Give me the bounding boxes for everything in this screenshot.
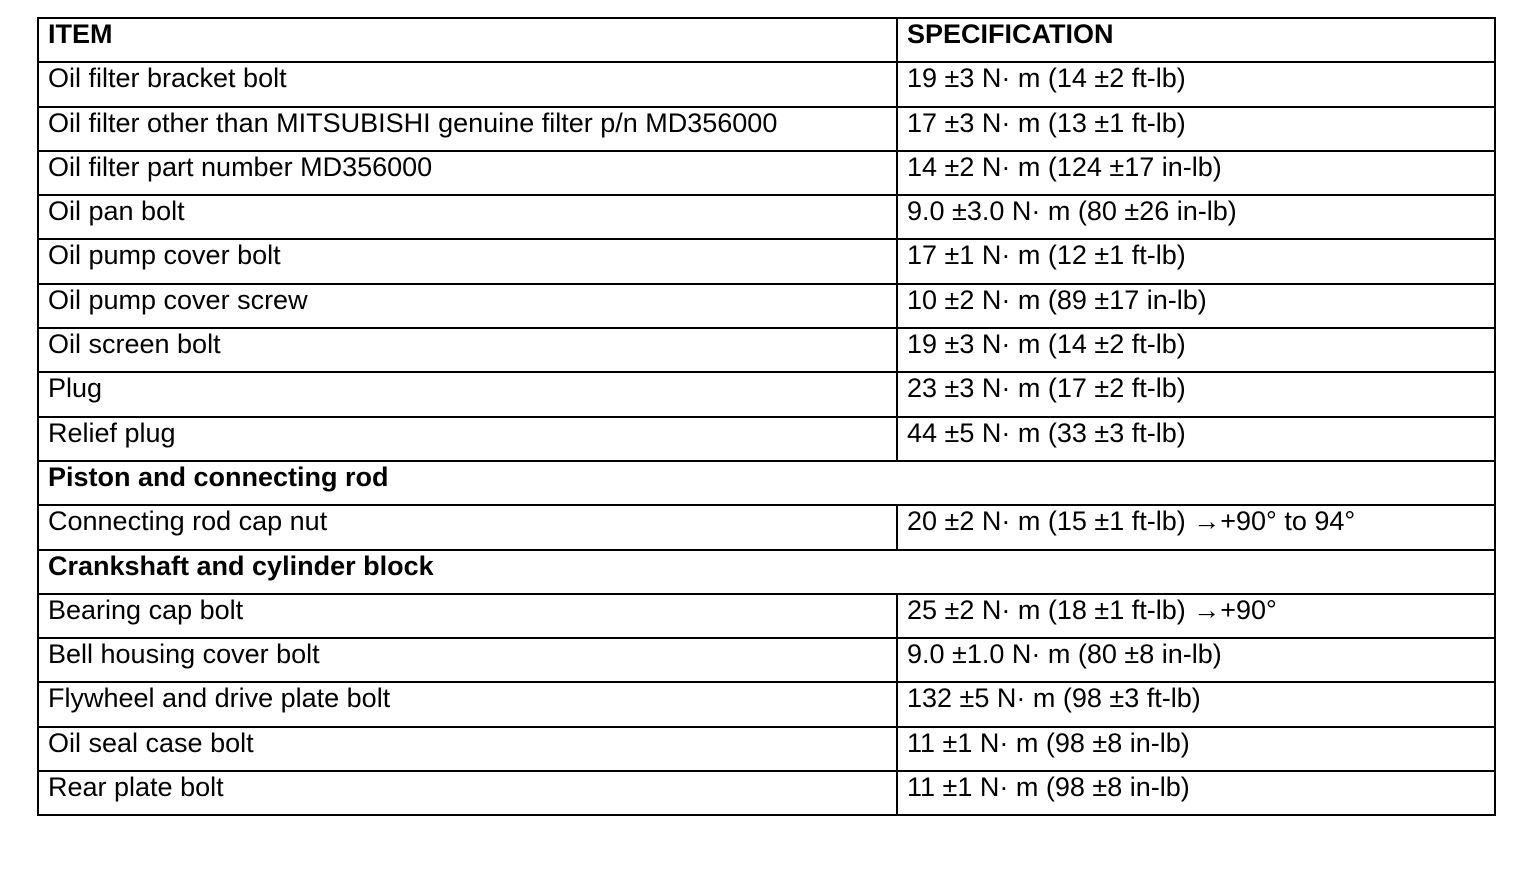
item-cell: Flywheel and drive plate bolt xyxy=(37,681,898,728)
torque-spec-table: ITEM SPECIFICATION Oil filter bracket bo… xyxy=(37,16,1496,817)
item-cell: Relief plug xyxy=(37,415,898,462)
item-cell: Oil seal case bolt xyxy=(37,725,898,773)
table-row: Flywheel and drive plate bolt 132 ±5 N· m… xyxy=(37,681,1496,728)
section-row: Piston and connecting rod xyxy=(37,459,1496,507)
table-row: Relief plug 44 ±5 N· m (33 ±3 ft-lb) xyxy=(37,415,1496,462)
table-row: Oil filter bracket bolt 19 ±3 N· m (14 ±2… xyxy=(37,61,1496,108)
table-row: Plug 23 ±3 N· m (17 ±2 ft-lb) xyxy=(37,371,1496,418)
specification-cell: 44 ±5 N· m (33 ±3 ft-lb) xyxy=(896,415,1496,462)
header-item: ITEM xyxy=(37,16,898,64)
item-cell: Bell housing cover bolt xyxy=(37,637,898,684)
item-cell: Connecting rod cap nut xyxy=(37,504,898,551)
item-cell: Rear plate bolt xyxy=(37,770,898,817)
specification-cell: 19 ±3 N· m (14 ±2 ft-lb) xyxy=(896,61,1496,108)
specification-cell: 19 ±3 N· m (14 ±2 ft-lb) xyxy=(896,327,1496,374)
table-row: Bell housing cover bolt 9.0 ±1.0 N· m (80… xyxy=(37,637,1496,684)
item-cell: Bearing cap bolt xyxy=(37,592,898,640)
specification-cell: 14 ±2 N· m (124 ±17 in-lb) xyxy=(896,149,1496,197)
table-row: Oil pump cover bolt 17 ±1 N· m (12 ±1 ft-… xyxy=(37,238,1496,285)
item-cell: Oil pan bolt xyxy=(37,194,898,241)
table-row: Oil filter part number MD356000 14 ±2 N· … xyxy=(37,149,1496,197)
specification-cell: 132 ±5 N· m (98 ±3 ft-lb) xyxy=(896,681,1496,728)
table-row: Oil screen bolt 19 ±3 N· m (14 ±2 ft-lb) xyxy=(37,327,1496,374)
specification-cell: 20 ±2 N· m (15 ±1 ft-lb) →+90° to 94° xyxy=(896,504,1496,551)
section-title: Piston and connecting rod xyxy=(37,459,1496,507)
specification-cell: 9.0 ±3.0 N· m (80 ±26 in-lb) xyxy=(896,194,1496,241)
specification-cell: 9.0 ±1.0 N· m (80 ±8 in-lb) xyxy=(896,637,1496,684)
table-row: Oil pump cover screw 10 ±2 N· m (89 ±17 i… xyxy=(37,282,1496,330)
item-cell: Oil pump cover screw xyxy=(37,282,898,330)
header-specification: SPECIFICATION xyxy=(896,16,1496,64)
table-header-row: ITEM SPECIFICATION xyxy=(37,16,1496,64)
specification-cell: 23 ±3 N· m (17 ±2 ft-lb) xyxy=(896,371,1496,418)
item-cell: Oil filter other than MITSUBISHI genuine… xyxy=(37,105,898,152)
table-row: Rear plate bolt 11 ±1 N· m (98 ±8 in-lb) xyxy=(37,770,1496,817)
specification-cell: 17 ±1 N· m (12 ±1 ft-lb) xyxy=(896,238,1496,285)
section-row: Crankshaft and cylinder block xyxy=(37,548,1496,595)
item-cell: Plug xyxy=(37,371,898,418)
specification-cell: 11 ±1 N· m (98 ±8 in-lb) xyxy=(896,725,1496,773)
table-row: Oil pan bolt 9.0 ±3.0 N· m (80 ±26 in-lb) xyxy=(37,194,1496,241)
table-row: Bearing cap bolt 25 ±2 N· m (18 ±1 ft-lb)… xyxy=(37,592,1496,640)
item-cell: Oil pump cover bolt xyxy=(37,238,898,285)
section-title: Crankshaft and cylinder block xyxy=(37,548,1496,595)
specification-cell: 11 ±1 N· m (98 ±8 in-lb) xyxy=(896,770,1496,817)
table-row: Oil filter other than MITSUBISHI genuine… xyxy=(37,105,1496,152)
item-cell: Oil filter bracket bolt xyxy=(37,61,898,108)
specification-cell: 25 ±2 N· m (18 ±1 ft-lb) →+90° xyxy=(896,592,1496,640)
item-cell: Oil screen bolt xyxy=(37,327,898,374)
specification-cell: 17 ±3 N· m (13 ±1 ft-lb) xyxy=(896,105,1496,152)
table-row: Connecting rod cap nut 20 ±2 N· m (15 ±1 … xyxy=(37,504,1496,551)
specification-cell: 10 ±2 N· m (89 ±17 in-lb) xyxy=(896,282,1496,330)
table-row: Oil seal case bolt 11 ±1 N· m (98 ±8 in-l… xyxy=(37,725,1496,773)
item-cell: Oil filter part number MD356000 xyxy=(37,149,898,197)
